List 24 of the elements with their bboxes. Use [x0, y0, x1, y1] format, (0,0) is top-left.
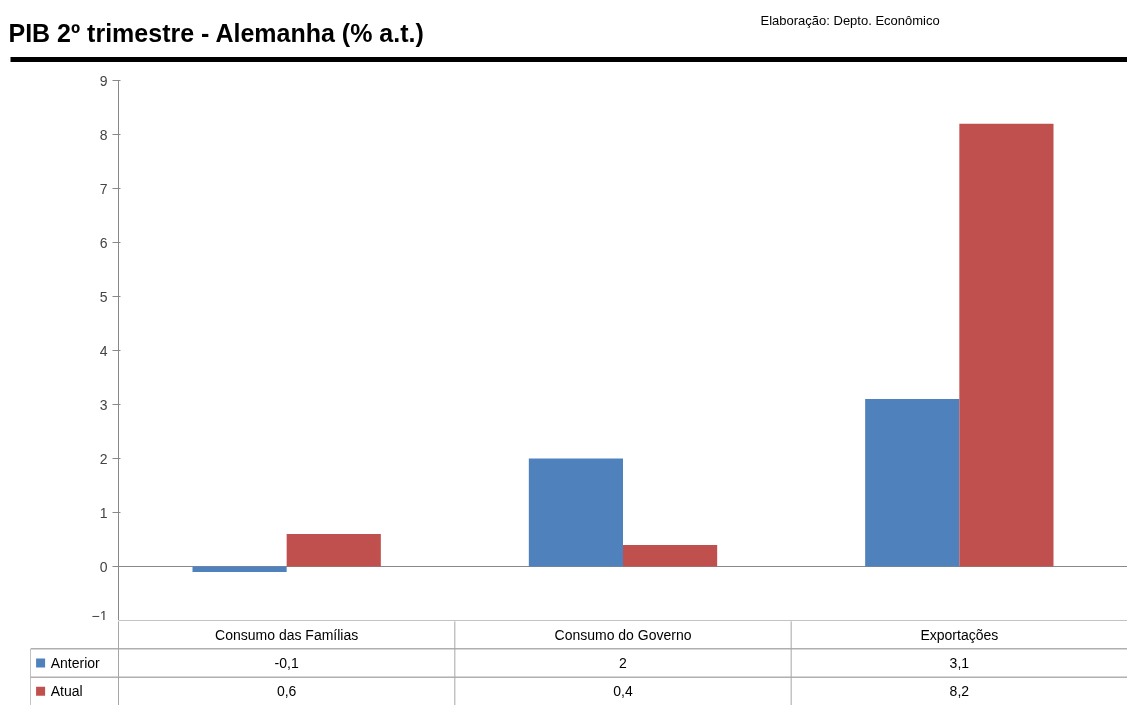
y-tick-label: −1 — [91, 607, 108, 624]
y-tick-label: 4 — [99, 342, 108, 359]
data-label: 2 — [619, 655, 628, 671]
y-tick-label: 2 — [99, 450, 108, 467]
data-label: 8,2 — [949, 683, 970, 700]
y-tick-label: 5 — [99, 288, 108, 305]
x-tick-label: Consumo do Governo — [554, 626, 692, 643]
y-tick-label: 8 — [99, 126, 108, 143]
y-tick-label: 7 — [99, 180, 108, 197]
y-tick-label: 1 — [99, 504, 108, 521]
y-tick-label: 3 — [99, 396, 108, 413]
y-tick-label: 0 — [99, 558, 108, 575]
data-label: 3,1 — [949, 655, 970, 671]
y-tick-label: 9 — [99, 72, 108, 89]
y-tick-label: 6 — [99, 234, 108, 251]
data-label: -0,1 — [274, 655, 299, 671]
legend-label: Anterior — [50, 655, 101, 671]
chart-title: PIB 2º trimestre - Alemanha (% a.t.) — [8, 18, 424, 47]
x-tick-label: Exportações — [920, 626, 999, 643]
text: Elaboração: Depto. Econômico — [760, 13, 940, 28]
data-label: 0,6 — [276, 683, 297, 700]
x-tick-label: Consumo das Famílias — [215, 626, 359, 643]
legend-label: Atual — [50, 683, 83, 700]
data-label: 0,4 — [613, 683, 633, 700]
